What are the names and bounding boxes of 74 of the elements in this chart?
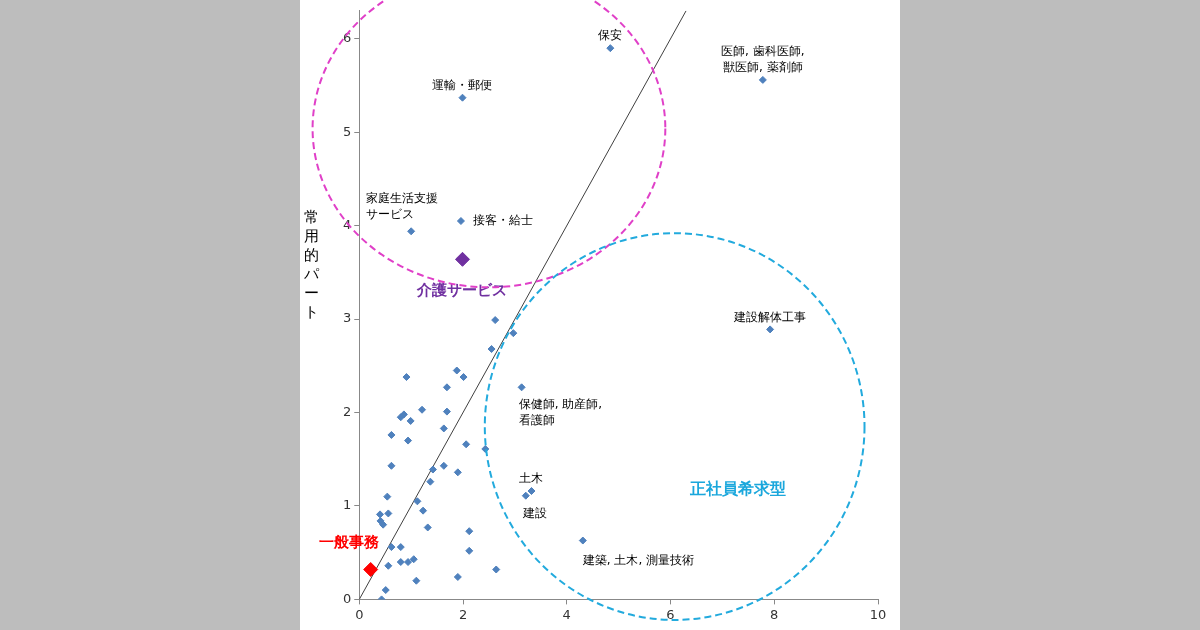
point: [418, 405, 427, 414]
point: [412, 576, 421, 585]
point: [487, 345, 496, 354]
y-tick-label: 3: [342, 310, 352, 326]
point: [453, 572, 462, 581]
point: [492, 565, 501, 574]
point: [419, 506, 428, 515]
x-tick-label: 0: [355, 606, 364, 622]
annotation: 建設解体工事: [733, 309, 807, 324]
point: [462, 440, 471, 449]
point: [404, 436, 413, 445]
point: [456, 217, 465, 226]
y-tick-label: 6: [342, 30, 352, 46]
point: [376, 510, 385, 519]
y-tick-label: 2: [342, 403, 352, 419]
x-tick-label: 2: [458, 606, 468, 622]
point: [758, 75, 767, 84]
point: [465, 527, 474, 536]
point: [426, 477, 435, 486]
point: [439, 424, 448, 433]
point: [606, 44, 615, 53]
annotation: 土木: [519, 471, 544, 486]
annotation: 正社員希求型: [688, 479, 786, 499]
annotation: 接客・給士: [472, 213, 533, 228]
point: [766, 325, 775, 334]
point: [442, 383, 451, 392]
y-tick-label: 0: [342, 590, 352, 606]
point: [381, 586, 390, 595]
x-tick-label: 6: [666, 606, 675, 622]
point: [383, 492, 392, 501]
point: [517, 383, 526, 392]
point: [465, 546, 474, 555]
point: [459, 373, 468, 382]
point: [423, 523, 432, 532]
point: [396, 543, 405, 552]
x-tick-label: 10: [869, 606, 887, 622]
annotation: 家庭生活支援サービス: [366, 191, 439, 222]
point: [384, 509, 393, 518]
point: [439, 461, 448, 470]
annotation: 保安: [598, 28, 623, 43]
annotation: 保健師, 助産師, 看護師: [518, 397, 603, 428]
y-axis-title: 常用的パート: [302, 207, 320, 321]
annotation: 医師, 歯科医師, 獣医師, 薬剤師: [721, 44, 805, 75]
x-tick-label: 4: [562, 606, 571, 622]
series-label: 一般事務: [318, 533, 380, 552]
y-tick-label: 1: [342, 497, 352, 513]
point: [404, 558, 413, 567]
point: [455, 251, 470, 267]
point: [509, 329, 518, 338]
point: [406, 416, 415, 425]
point: [402, 373, 411, 382]
annotation: 建設: [521, 505, 547, 520]
point: [387, 430, 396, 439]
point: [413, 497, 422, 506]
point: [521, 491, 530, 500]
point: [442, 407, 451, 416]
point: [491, 316, 500, 325]
point: [396, 558, 405, 567]
y-tick-label: 5: [342, 123, 352, 139]
point: [527, 487, 536, 496]
annotation: 運輸・郵便: [432, 77, 493, 92]
point: [363, 562, 379, 577]
annotation: 建築, 土木, 測量技術: [581, 552, 695, 567]
point: [387, 543, 396, 552]
point: [578, 536, 587, 545]
point: [407, 227, 416, 236]
x-tick-label: 8: [770, 606, 779, 622]
point: [458, 93, 467, 102]
point: [428, 465, 437, 474]
point: [453, 468, 462, 477]
point: [387, 461, 396, 470]
point: [409, 555, 418, 564]
point: [452, 366, 461, 375]
point: [384, 561, 393, 570]
